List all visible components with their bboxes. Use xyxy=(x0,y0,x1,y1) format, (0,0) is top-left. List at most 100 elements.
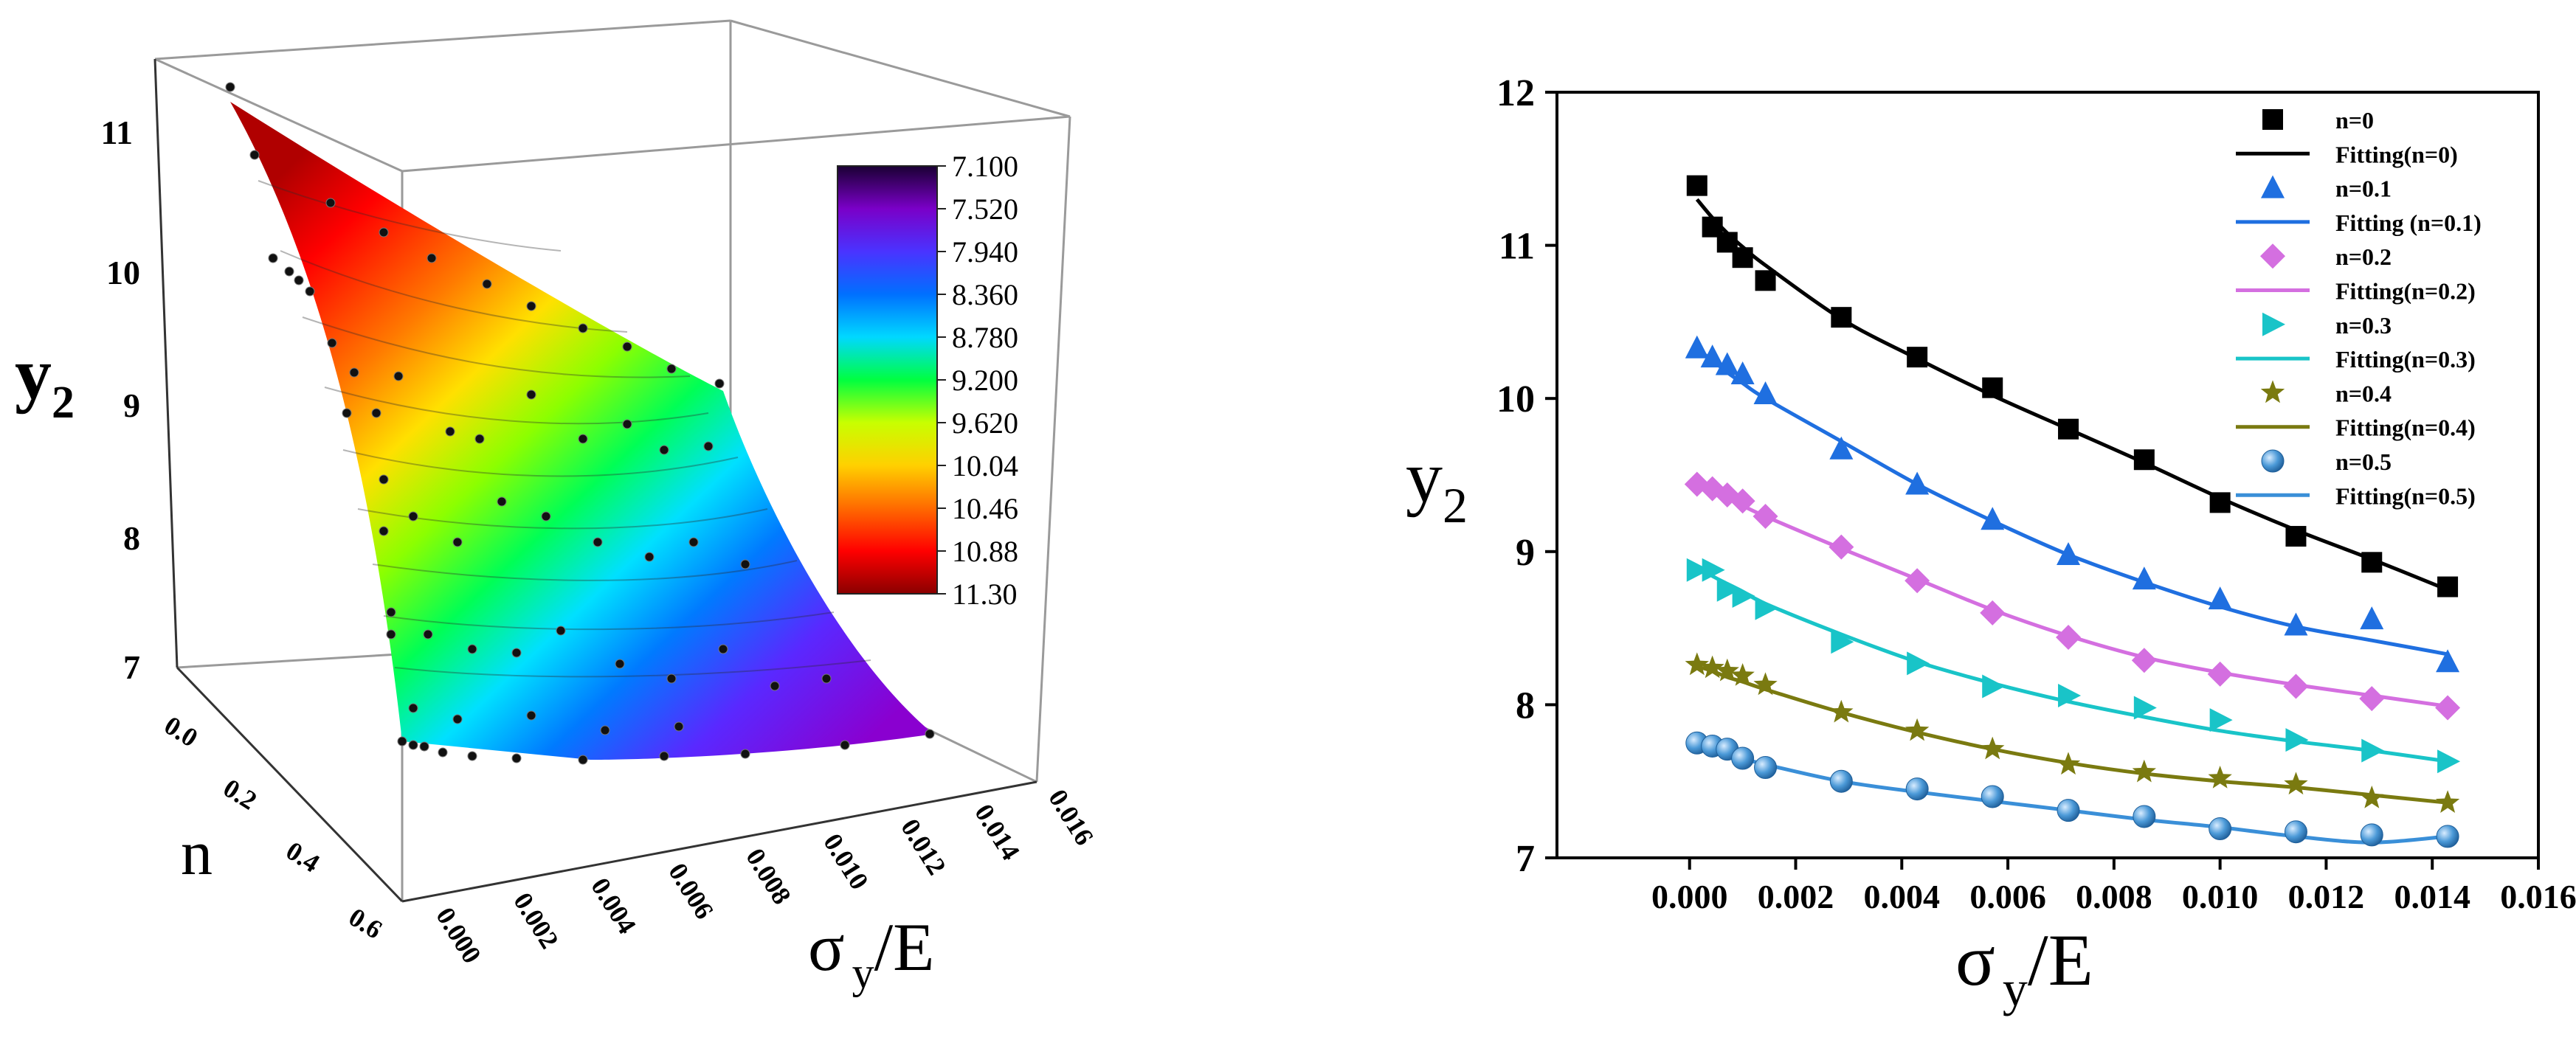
data-point-series-1 xyxy=(2436,649,2460,673)
x-tick-label: 0.004 xyxy=(1864,878,1941,915)
y-tick-label: 10 xyxy=(1496,378,1535,420)
surface-data-point xyxy=(674,721,684,732)
surface-data-point xyxy=(511,648,522,658)
surface-data-point xyxy=(593,537,603,547)
data-point-series-3 xyxy=(1982,674,2006,699)
surface-3d-chart: 7 8 9 10 11 y2 0.0 0.2 0.4 0.6 n 0.000 0… xyxy=(15,19,1099,997)
data-point-series-3 xyxy=(1831,630,1854,654)
legend-label: n=0 xyxy=(2335,107,2374,134)
x-tick-label: 0.008 xyxy=(2076,878,2152,915)
legend-marker xyxy=(2260,380,2285,403)
surface-data-point xyxy=(397,736,407,746)
x-tick-label: 0.000 xyxy=(430,902,487,968)
fit-line-series-4 xyxy=(1696,665,2448,805)
surface-data-point xyxy=(438,747,448,758)
data-point-series-1 xyxy=(2284,612,2308,636)
data-point-series-2 xyxy=(1753,504,1778,530)
legend-label: Fitting (n=0.1) xyxy=(2335,209,2482,236)
legend-marker xyxy=(2261,449,2285,473)
z-tick-label: 11 xyxy=(101,114,133,151)
data-point-series-3 xyxy=(1732,584,1755,609)
colorbar-label: 7.520 xyxy=(952,193,1018,226)
surface-data-point xyxy=(556,626,566,636)
data-point-series-0 xyxy=(1831,307,1852,328)
data-point-series-4 xyxy=(1700,655,1724,679)
surface-data-point xyxy=(294,275,304,285)
surface-data-point xyxy=(615,659,625,669)
data-point-series-4 xyxy=(1905,718,1930,741)
data-point-series-0 xyxy=(2133,449,2155,471)
x-tick-label: 0.016 xyxy=(1043,784,1099,850)
data-point-series-5 xyxy=(2133,805,2156,828)
data-point-series-4 xyxy=(2360,786,2384,808)
surface-data-point xyxy=(770,681,780,691)
data-point-series-4 xyxy=(1753,672,1778,696)
surface-data-point xyxy=(467,644,477,654)
surface-data-point xyxy=(526,301,536,311)
data-point-series-4 xyxy=(2132,759,2156,783)
data-point-series-4 xyxy=(1981,736,2005,760)
line-chart: 0.000 0.002 0.004 0.006 0.008 0.010 0.012 0.014… xyxy=(1406,72,2576,1016)
data-point-series-2 xyxy=(2359,686,2385,712)
data-point-series-4 xyxy=(2284,772,2308,795)
legend-label: Fitting(n=0) xyxy=(2335,141,2458,167)
data-point-series-0 xyxy=(2361,552,2383,573)
data-point-series-4 xyxy=(1685,652,1709,676)
legend-marker xyxy=(2262,312,2285,336)
surface-data-point xyxy=(600,725,610,735)
surface-data-point xyxy=(423,629,433,640)
surface-data-point xyxy=(225,82,235,92)
data-point-series-0 xyxy=(2209,492,2231,513)
data-point-series-4 xyxy=(2208,766,2232,789)
response-surface xyxy=(230,102,933,760)
data-point-series-3 xyxy=(1702,558,1725,582)
colorbar-label: 8.360 xyxy=(952,278,1018,311)
surface-data-point xyxy=(666,364,677,374)
data-point-series-2 xyxy=(1980,600,2006,626)
z-tick-label: 7 xyxy=(123,648,140,686)
legend-label: Fitting(n=0.4) xyxy=(2335,415,2476,441)
surface-data-point xyxy=(703,441,714,451)
surface-contours xyxy=(258,180,871,678)
legend-label: n=0.4 xyxy=(2335,380,2392,406)
data-point-series-1 xyxy=(2057,541,2081,565)
surface-data-point xyxy=(342,408,352,418)
y-tick-label: 8 xyxy=(1516,685,1535,727)
data-point-series-1 xyxy=(1829,436,1854,460)
x-tick-label: 0.012 xyxy=(895,814,952,880)
legend-label: n=0.1 xyxy=(2335,176,2392,202)
data-point-series-2 xyxy=(1829,534,1854,560)
colorbar-label: 9.620 xyxy=(952,406,1018,440)
data-point-series-5 xyxy=(2284,820,2307,844)
surface-data-point xyxy=(268,253,278,263)
surface-data-point xyxy=(659,751,669,761)
surface-data-point xyxy=(497,496,507,507)
colorbar-label: 10.46 xyxy=(952,492,1018,525)
surface-data-point xyxy=(840,740,850,750)
colorbar-label: 11.30 xyxy=(952,578,1018,611)
data-point-series-3 xyxy=(1716,578,1740,602)
surface-data-point xyxy=(718,644,728,654)
x-tick-label: 0.000 xyxy=(1651,878,1728,915)
fit-line-series-5 xyxy=(1696,742,2448,845)
data-point-series-1 xyxy=(1905,471,1930,495)
surface-data-point xyxy=(644,552,655,562)
colorbar-label: 10.88 xyxy=(952,535,1018,568)
surface-data-point xyxy=(386,629,396,640)
surface-data-point xyxy=(408,511,418,522)
surface-data-point xyxy=(740,559,750,569)
data-point-series-3 xyxy=(1686,558,1710,582)
data-point-series-1 xyxy=(1715,352,1739,375)
z-tick-label: 9 xyxy=(123,387,140,424)
x-axis-label: σ y/E xyxy=(808,909,934,997)
data-point-series-4 xyxy=(2435,790,2460,813)
data-point-series-4 xyxy=(1715,658,1739,682)
surface-data-point xyxy=(327,338,337,348)
x-tick-label: 0.002 xyxy=(508,887,564,954)
colorbar-label: 7.100 xyxy=(952,150,1018,183)
data-point-series-0 xyxy=(1732,247,1753,268)
n-tick-label: 0.2 xyxy=(218,773,262,816)
data-point-series-1 xyxy=(1981,507,2005,530)
data-point-series-3 xyxy=(2285,728,2309,752)
